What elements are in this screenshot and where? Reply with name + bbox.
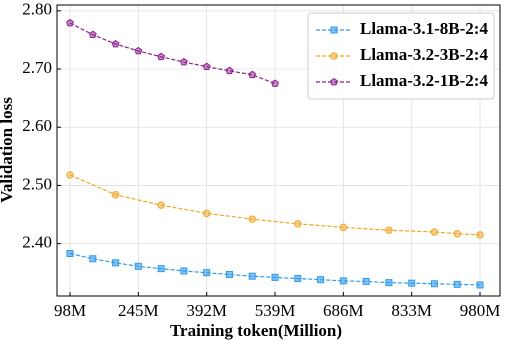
marker [294, 220, 302, 228]
marker [157, 201, 165, 209]
marker [202, 62, 211, 71]
marker [362, 277, 370, 285]
marker [134, 46, 143, 55]
legend-box [307, 12, 495, 100]
marker [248, 70, 257, 79]
series-line [69, 22, 276, 85]
marker [66, 250, 74, 258]
legend-marker [330, 52, 338, 60]
y-axis-label: Validation loss [0, 97, 16, 203]
marker [179, 57, 188, 66]
marker [112, 259, 120, 267]
marker [339, 223, 348, 232]
marker [271, 79, 279, 87]
marker [430, 228, 439, 236]
legend-marker [330, 26, 338, 34]
x-tick-label: 245M [118, 301, 159, 320]
marker [294, 275, 302, 283]
legend-marker [330, 77, 338, 86]
x-axis-label: Training token(Million) [170, 321, 342, 340]
y-tick-label: 2.40 [22, 233, 52, 252]
legend-label: Llama-3.1-8B-2:4 [360, 19, 488, 38]
marker [134, 262, 142, 270]
x-tick-label: 539M [255, 301, 296, 320]
marker [202, 209, 211, 218]
marker [453, 280, 461, 288]
y-tick-label: 2.60 [22, 116, 52, 135]
marker [248, 272, 256, 280]
marker [385, 279, 393, 287]
x-tick-label: 98M [54, 301, 86, 320]
marker [339, 277, 347, 285]
marker [180, 267, 188, 275]
marker [157, 265, 165, 273]
legend-label: Llama-3.2-1B-2:4 [360, 71, 488, 90]
marker [385, 226, 393, 234]
marker [89, 255, 97, 263]
marker [408, 279, 416, 287]
y-tick-label: 2.80 [22, 0, 52, 19]
legend-label: Llama-3.2-3B-2:4 [360, 45, 488, 64]
y-tick-label: 2.50 [22, 174, 52, 193]
marker [225, 270, 233, 278]
x-tick-label: 980M [460, 301, 501, 320]
x-tick-label: 686M [323, 301, 364, 320]
marker [476, 281, 484, 289]
marker [157, 52, 166, 61]
y-tick-label: 2.70 [22, 58, 52, 77]
marker [476, 231, 484, 239]
marker [453, 230, 461, 238]
marker [66, 18, 74, 27]
marker [317, 276, 325, 284]
marker [203, 269, 211, 277]
x-tick-label: 833M [391, 301, 432, 320]
plot-frame [56, 4, 501, 297]
marker [271, 273, 279, 281]
marker [248, 215, 256, 223]
marker [430, 280, 438, 288]
marker [88, 30, 97, 39]
x-tick-label: 392M [186, 301, 227, 320]
marker [225, 66, 234, 75]
marker [66, 171, 74, 179]
marker [111, 39, 120, 48]
marker [111, 191, 120, 199]
